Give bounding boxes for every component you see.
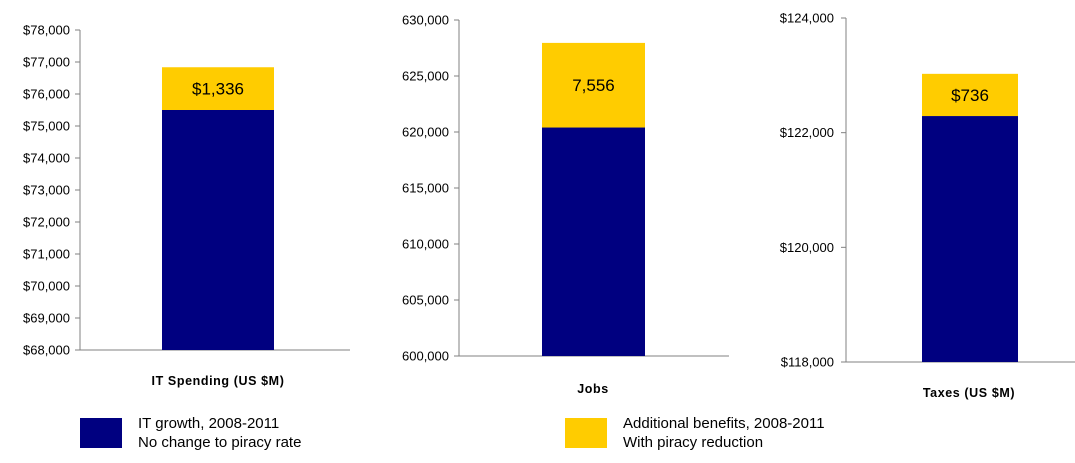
taxes-data-label: $736	[951, 86, 989, 105]
jobs-y-tick-label: 625,000	[402, 69, 449, 84]
it-spending-x-label: IT Spending (US $M)	[152, 374, 285, 388]
it-spending-y-tick-label: $74,000	[23, 151, 70, 166]
jobs-bar-it-growth	[542, 127, 645, 357]
jobs-data-label: 7,556	[572, 76, 615, 95]
jobs-y-tick-label: 630,000	[402, 13, 449, 28]
it-spending-y-tick-label: $76,000	[23, 87, 70, 102]
it-spending-bar-it-growth	[162, 110, 274, 350]
jobs-y-tick-label: 610,000	[402, 237, 449, 252]
taxes-y-tick-label: $120,000	[780, 240, 834, 255]
taxes-y-tick-label: $122,000	[780, 125, 834, 140]
legend-sublabel-it-growth: No change to piracy rate	[138, 434, 302, 451]
it-spending-y-tick-label: $69,000	[23, 311, 70, 326]
it-spending-y-tick-label: $71,000	[23, 247, 70, 262]
it-spending-bar-additional-benefits	[162, 67, 274, 110]
jobs-y-tick-label: 620,000	[402, 125, 449, 140]
legend-sublabel-additional-benefits: With piracy reduction	[623, 434, 764, 451]
jobs-y-tick-label: 605,000	[402, 293, 449, 308]
legend-text-additional-benefits: Additional benefits, 2008-2011 With pira…	[623, 414, 825, 452]
taxes-y-tick-label: $118,000	[781, 355, 834, 370]
taxes-bar-additional-benefits	[922, 73, 1018, 117]
it-spending-y-tick-label: $78,000	[23, 23, 70, 38]
it-spending-y-tick-label: $68,000	[23, 343, 70, 358]
it-spending-y-tick-label: $73,000	[23, 183, 70, 198]
legend-label-additional-benefits: Additional benefits, 2008-2011	[623, 415, 825, 432]
it-spending-y-tick-label: $72,000	[23, 215, 70, 230]
jobs-y-tick-label: 615,000	[402, 181, 449, 196]
legend-item-it-growth: IT growth, 2008-2011 No change to piracy…	[80, 414, 301, 452]
legend-swatch-it-growth	[80, 418, 122, 448]
legend-swatch-additional-benefits	[565, 418, 607, 448]
legend-item-additional-benefits: Additional benefits, 2008-2011 With pira…	[565, 414, 825, 452]
taxes-bar-it-growth	[922, 116, 1018, 362]
jobs-x-label: Jobs	[577, 382, 609, 396]
jobs-bar-additional-benefits	[542, 42, 645, 128]
taxes-x-label: Taxes (US $M)	[923, 386, 1015, 400]
it-spending-y-tick-label: $70,000	[23, 279, 70, 294]
legend-label-it-growth: IT growth, 2008-2011	[138, 415, 280, 432]
it-spending-data-label: $1,336	[192, 80, 244, 99]
it-spending-y-tick-label: $75,000	[23, 119, 70, 134]
it-spending-y-tick-label: $77,000	[23, 55, 70, 70]
legend-text-it-growth: IT growth, 2008-2011 No change to piracy…	[138, 414, 301, 452]
jobs-y-tick-label: 600,000	[402, 349, 449, 364]
taxes-y-tick-label: $124,000	[780, 11, 834, 26]
